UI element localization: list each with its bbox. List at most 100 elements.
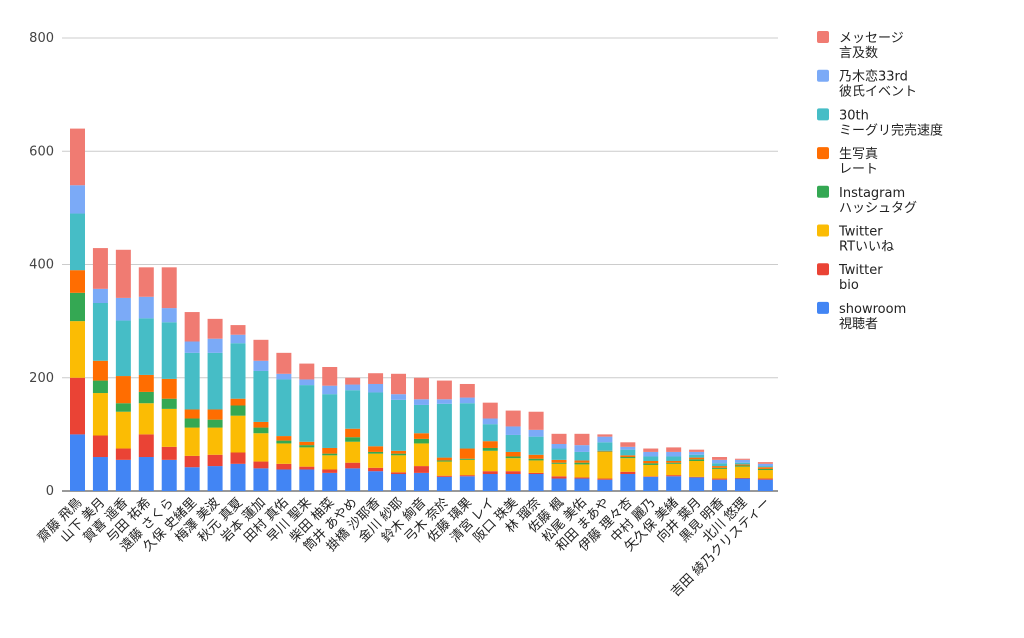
bar-segment [276, 469, 292, 491]
bar-segment [482, 424, 498, 442]
bar-segment [138, 403, 154, 435]
bar-segment [368, 383, 384, 393]
bar-segment [70, 377, 85, 435]
bar-segment [757, 467, 773, 469]
bar-segment [528, 474, 544, 491]
bar-segment [689, 476, 705, 478]
bar-segment [322, 455, 338, 470]
bar-segment [299, 385, 315, 442]
bar-segment [597, 451, 613, 479]
bar-segment [92, 303, 108, 361]
bar-segment [276, 440, 292, 444]
bar-segment [368, 373, 384, 384]
bar-segment [505, 471, 521, 475]
bar-segment [597, 478, 613, 480]
bar-segment [184, 409, 200, 419]
bar-segment [253, 427, 269, 434]
legend-swatch [817, 263, 829, 276]
bar-segment [482, 474, 498, 491]
legend-label: ミーグリ完売速度 [839, 122, 943, 138]
bar-segment [574, 451, 590, 461]
bar-segment [459, 397, 475, 404]
bar-segment [436, 460, 452, 462]
bar-segment [757, 463, 773, 467]
bar-segment [528, 458, 544, 461]
legend-swatch [817, 31, 829, 43]
bar-segment [528, 454, 544, 459]
bar-segment [230, 415, 246, 453]
bar-segment [368, 392, 384, 447]
bar-segment [345, 377, 361, 385]
bar-segment [505, 434, 521, 452]
bar-segment [734, 464, 750, 466]
bar-segment [230, 325, 246, 335]
bar-segment [436, 476, 452, 491]
legend-label: showroom [839, 302, 906, 317]
bar-segment [757, 479, 773, 491]
bar-segment [391, 399, 407, 451]
bar-segment [574, 460, 590, 463]
bar-segment [689, 451, 705, 455]
bar-segment [345, 441, 361, 463]
bar-segment [322, 472, 338, 491]
bar-segment [230, 452, 246, 464]
bar-segment [712, 457, 728, 460]
bar-segment [161, 267, 177, 309]
bar-segment [689, 459, 705, 461]
legend-label: 乃木恋33rd [839, 69, 908, 85]
bar-segment [620, 442, 636, 447]
bar-segment [92, 248, 108, 289]
bar-segment [643, 456, 659, 461]
bar-segment [436, 399, 452, 404]
legend-label: 彼氏イベント [839, 85, 917, 100]
bar-segment [322, 453, 338, 456]
bar-segment [757, 468, 773, 471]
bar-segment [620, 446, 636, 450]
bar-segment [643, 464, 659, 477]
bar-segment [666, 451, 682, 457]
bar-segment [551, 476, 567, 479]
bar-segment [689, 457, 705, 460]
bar-segment [184, 352, 200, 410]
bar-segment [436, 457, 452, 461]
bar-segment [92, 393, 108, 436]
bar-segment [620, 474, 636, 491]
bar-segment [368, 471, 384, 491]
bar-segment [322, 447, 338, 454]
bar-segment [207, 454, 223, 467]
bar-segment [391, 373, 407, 395]
bar-segment [712, 459, 728, 464]
legend-swatch [817, 108, 829, 121]
bar-segment [413, 399, 429, 405]
bar-segment [482, 447, 498, 451]
bar-segment [734, 477, 750, 479]
bar-segment [138, 457, 154, 491]
bar-segment [345, 384, 361, 391]
bar-segment [391, 450, 407, 454]
bar-segment [482, 471, 498, 475]
bar-segment [712, 479, 728, 491]
bar-segment [757, 478, 773, 480]
bar-segment [70, 434, 85, 492]
bar-segment [643, 476, 659, 491]
bar-segment [138, 296, 154, 319]
bar-segment [207, 318, 223, 339]
bar-segment [207, 419, 223, 428]
bar-segment [643, 476, 659, 477]
bar-segment [551, 478, 567, 491]
bar-segment [92, 288, 108, 304]
bar-segment [597, 450, 613, 452]
bar-segment [138, 374, 154, 392]
bar-segment [505, 474, 521, 491]
bar-segment [276, 443, 292, 464]
bar-segment [666, 476, 682, 491]
bar-segment [345, 390, 361, 429]
bar-segment [322, 385, 338, 395]
bar-segment [299, 466, 315, 470]
legend-label: 視聴者 [839, 317, 878, 332]
bar-segment [620, 449, 636, 456]
bar-segment [299, 363, 315, 380]
bar-segment [413, 438, 429, 444]
